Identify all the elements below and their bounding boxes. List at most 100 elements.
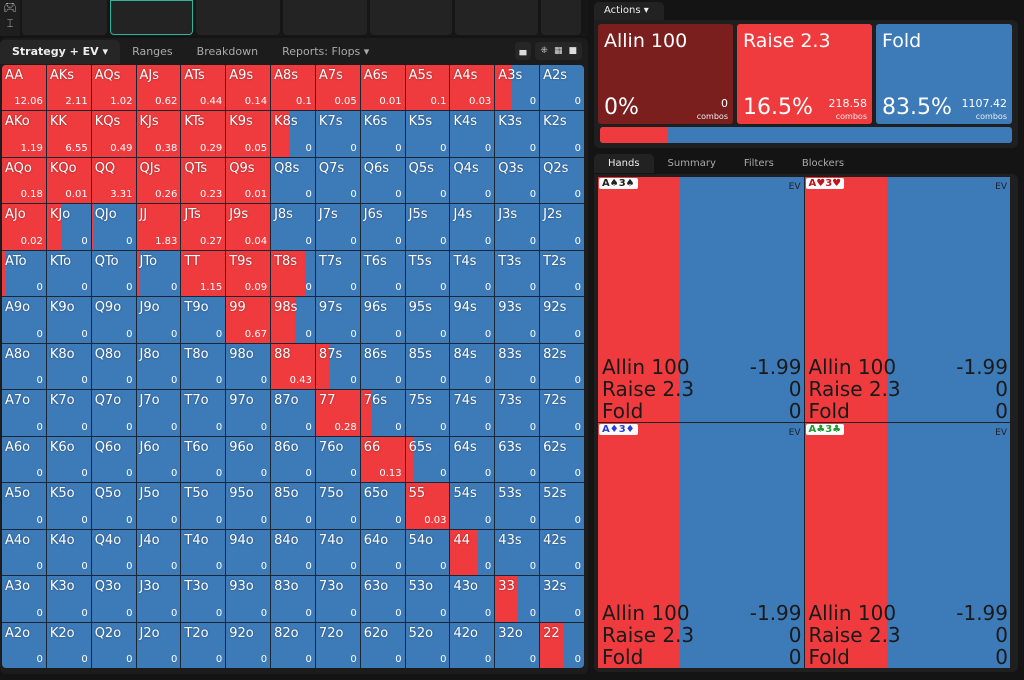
matrix-cell[interactable]: KQo 0.01 [46,157,91,204]
matrix-cell[interactable]: Q3s 0 [495,157,540,204]
matrix-cell[interactable]: 83s 0 [495,343,540,390]
matrix-cell[interactable]: 42o 0 [450,622,495,668]
combo-cell[interactable]: A♠3♠ EV Allin 100 -1.99 Raise 2.3 0 Fold 0 [598,177,804,422]
matrix-cell[interactable]: 88 0.43 [271,343,315,390]
tab-filters[interactable]: Filters [743,158,774,169]
matrix-cell[interactable]: 64s 0 [450,436,495,483]
matrix-cell[interactable]: 84o 0 [271,529,315,576]
matrix-cell[interactable]: K9s 0.05 [226,111,271,157]
matrix-cell[interactable]: A5s 0.1 [405,65,450,111]
matrix-cell[interactable]: 33 0 [495,576,540,622]
matrix-cell[interactable]: AKo 1.19 [2,111,46,157]
matrix-cell[interactable]: AQs 1.02 [91,65,136,111]
matrix-cell[interactable]: AQo 0.18 [2,157,46,204]
matrix-cell[interactable]: A6s 0.01 [360,65,405,111]
matrix-cell[interactable]: QTo 0 [91,250,136,297]
matrix-cell[interactable]: T7s 0 [315,250,360,297]
matrix-cell[interactable]: KJs 0.38 [136,111,181,157]
matrix-cell[interactable]: 87s 0 [315,343,360,390]
matrix-cell[interactable]: 63s 0 [495,436,540,483]
matrix-cell[interactable]: K6o 0 [46,436,91,483]
street-slot-selected[interactable] [110,0,193,35]
matrix-cell[interactable]: 98s 0 [271,297,315,343]
matrix-cell[interactable]: J7s 0 [315,204,360,250]
matrix-cell[interactable]: Q2s 0 [540,157,584,204]
matrix-cell[interactable]: 63o 0 [360,576,405,622]
matrix-cell[interactable]: 64o 0 [360,529,405,576]
matrix-cell[interactable]: A3s 0 [495,65,540,111]
matrix-cell[interactable]: K7o 0 [46,390,91,436]
action-card-raise[interactable]: Raise 2.3 16.5% 218.58 combos [737,24,872,124]
matrix-cell[interactable]: 55 0.03 [405,483,450,529]
matrix-cell[interactable]: A8o 0 [2,343,46,390]
matrix-cell[interactable]: T2s 0 [540,250,584,297]
matrix-cell[interactable]: A4s 0.03 [450,65,495,111]
street-slot[interactable] [370,0,452,35]
action-card-allin[interactable]: Allin 100 0% 0 combos [598,24,733,124]
matrix-cell[interactable]: Q6s 0 [360,157,405,204]
tab-blockers[interactable]: Blockers [801,158,845,169]
matrix-cell[interactable]: 22 0 [540,622,584,668]
matrix-cell[interactable]: 85s 0 [405,343,450,390]
matrix-cell[interactable]: 53s 0 [495,483,540,529]
matrix-cell[interactable]: K8s 0 [271,111,315,157]
matrix-cell[interactable]: Q4s 0 [450,157,495,204]
matrix-cell[interactable]: A9o 0 [2,297,46,343]
matrix-cell[interactable]: 94o 0 [226,529,271,576]
matrix-cell[interactable]: 76o 0 [315,436,360,483]
matrix-cell[interactable]: A2s 0 [540,65,584,111]
matrix-cell[interactable]: T4s 0 [450,250,495,297]
matrix-cell[interactable]: 85o 0 [271,483,315,529]
matrix-cell[interactable]: JTo 0 [136,250,181,297]
matrix-cell[interactable]: 62s 0 [540,436,584,483]
matrix-cell[interactable]: AJo 0.02 [2,204,46,250]
matrix-cell[interactable]: 52s 0 [540,483,584,529]
matrix-cell[interactable]: 76s 0 [360,390,405,436]
matrix-cell[interactable]: 74o 0 [315,529,360,576]
matrix-cell[interactable]: K4s 0 [450,111,495,157]
matrix-cell[interactable]: J2o 0 [136,622,181,668]
matrix-cell[interactable]: 74s 0 [450,390,495,436]
matrix-cell[interactable]: JJ 1.83 [136,204,181,250]
matrix-cell[interactable]: 65s 0 [405,436,450,483]
text-cursor-icon[interactable]: ⌶ [6,17,14,30]
matrix-cell[interactable]: T3s 0 [495,250,540,297]
split-view-button[interactable]: ▄ [514,42,532,60]
full-square-icon[interactable]: ■ [568,46,577,56]
street-slot[interactable] [455,0,538,35]
matrix-cell[interactable]: 32s 0 [540,576,584,622]
matrix-cell[interactable]: 77 0.28 [315,390,360,436]
matrix-cell[interactable]: AJs 0.62 [136,65,181,111]
combo-cell[interactable]: A♦3♦ EV Allin 100 -1.99 Raise 2.3 0 Fold 0 [598,423,804,668]
matrix-cell[interactable]: K5o 0 [46,483,91,529]
matrix-cell[interactable]: A2o 0 [2,622,46,668]
street-slot[interactable] [196,0,280,35]
matrix-cell[interactable]: 54o 0 [405,529,450,576]
matrix-cell[interactable]: T6s 0 [360,250,405,297]
matrix-cell[interactable]: 86o 0 [271,436,315,483]
matrix-cell[interactable]: K2o 0 [46,622,91,668]
tab-reports[interactable]: Reports: Flops ▾ [282,45,370,58]
matrix-cell[interactable]: KJo 0 [46,204,91,250]
matrix-cell[interactable]: T8s 0 [271,250,315,297]
matrix-cell[interactable]: 65o 0 [360,483,405,529]
matrix-cell[interactable]: 93o 0 [226,576,271,622]
matrix-cell[interactable]: J8s 0 [271,204,315,250]
matrix-cell[interactable]: T9s 0.09 [226,250,271,297]
matrix-cell[interactable]: A9s 0.14 [226,65,271,111]
matrix-cell[interactable]: A3o 0 [2,576,46,622]
matrix-cell[interactable]: A7o 0 [2,390,46,436]
matrix-cell[interactable]: A7s 0.05 [315,65,360,111]
matrix-cell[interactable]: K2s 0 [540,111,584,157]
matrix-cell[interactable]: TT 1.15 [181,250,226,297]
matrix-cell[interactable]: J6o 0 [136,436,181,483]
matrix-cell[interactable]: J9s 0.04 [226,204,271,250]
grid-icon[interactable]: ▦ [553,46,563,56]
matrix-cell[interactable]: QJs 0.26 [136,157,181,204]
matrix-cell[interactable]: 72s 0 [540,390,584,436]
matrix-cell[interactable]: Q7o 0 [91,390,136,436]
matrix-cell[interactable]: QTs 0.23 [181,157,226,204]
matrix-cell[interactable]: J4s 0 [450,204,495,250]
matrix-cell[interactable]: T4o 0 [181,529,226,576]
street-slot[interactable] [541,0,581,35]
